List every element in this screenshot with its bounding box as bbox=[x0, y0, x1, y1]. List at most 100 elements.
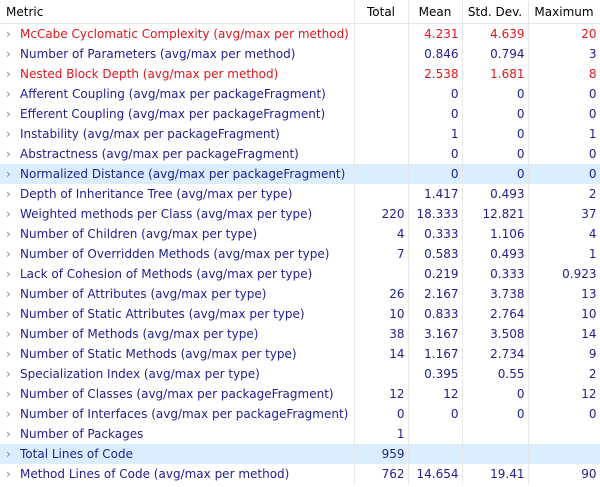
std-dev-cell: 4.639 bbox=[462, 23, 529, 44]
table-row[interactable]: › McCabe Cyclomatic Complexity (avg/max p… bbox=[0, 23, 600, 44]
metric-cell: › Normalized Distance (avg/max per packag… bbox=[0, 164, 355, 184]
total-cell bbox=[354, 264, 409, 284]
column-header-mean[interactable]: Mean bbox=[408, 0, 463, 24]
table-row[interactable]: › Afferent Coupling (avg/max per packageF… bbox=[0, 84, 600, 104]
total-cell bbox=[354, 364, 409, 384]
metric-label: Specialization Index (avg/max per type) bbox=[20, 367, 260, 381]
chevron-right-icon[interactable]: › bbox=[6, 127, 11, 141]
std-dev-cell: 3.508 bbox=[462, 324, 529, 344]
mean-cell: 0 bbox=[408, 84, 463, 104]
table-row[interactable]: › Number of Attributes (avg/max per type)… bbox=[0, 284, 600, 304]
table-row[interactable]: › Depth of Inheritance Tree (avg/max per … bbox=[0, 184, 600, 204]
table-row[interactable]: › Total Lines of Code 959 bbox=[0, 444, 600, 464]
metric-label: Method Lines of Code (avg/max per method… bbox=[20, 467, 290, 481]
mean-cell bbox=[408, 444, 463, 464]
total-cell bbox=[354, 124, 409, 144]
chevron-right-icon[interactable]: › bbox=[6, 287, 11, 301]
mean-cell: 14.654 bbox=[408, 464, 463, 484]
table-row[interactable]: › Number of Packages 1 bbox=[0, 424, 600, 444]
chevron-right-icon[interactable]: › bbox=[6, 47, 11, 61]
chevron-right-icon[interactable]: › bbox=[6, 347, 11, 361]
chevron-right-icon[interactable]: › bbox=[6, 467, 11, 481]
mean-cell: 3.167 bbox=[408, 324, 463, 344]
chevron-right-icon[interactable]: › bbox=[6, 387, 11, 401]
maximum-cell: 3 bbox=[528, 44, 600, 64]
mean-cell: 0.583 bbox=[408, 244, 463, 264]
metric-label: Number of Static Methods (avg/max per ty… bbox=[20, 347, 297, 361]
metric-label: Afferent Coupling (avg/max per packageFr… bbox=[20, 87, 326, 101]
table-row[interactable]: › Weighted methods per Class (avg/max per… bbox=[0, 204, 600, 224]
chevron-right-icon[interactable]: › bbox=[6, 107, 11, 121]
column-header-maximum[interactable]: Maximum bbox=[528, 0, 600, 24]
chevron-right-icon[interactable]: › bbox=[6, 67, 11, 81]
chevron-right-icon[interactable]: › bbox=[6, 207, 11, 221]
metric-label: Instability (avg/max per packageFragment… bbox=[20, 127, 280, 141]
table-row[interactable]: › Number of Parameters (avg/max per metho… bbox=[0, 44, 600, 64]
chevron-right-icon[interactable]: › bbox=[6, 187, 11, 201]
chevron-right-icon[interactable]: › bbox=[6, 147, 11, 161]
total-cell: 1 bbox=[354, 424, 409, 444]
table-row[interactable]: › Number of Children (avg/max per type) 4 0… bbox=[0, 224, 600, 244]
chevron-right-icon[interactable]: › bbox=[6, 247, 11, 261]
mean-cell: 0 bbox=[408, 144, 463, 164]
column-header-std-dev[interactable]: Std. Dev. bbox=[462, 0, 529, 24]
total-cell: 38 bbox=[354, 324, 409, 344]
std-dev-cell: 0.794 bbox=[462, 44, 529, 64]
metric-label: Depth of Inheritance Tree (avg/max per t… bbox=[20, 187, 293, 201]
metric-cell: › Afferent Coupling (avg/max per packageF… bbox=[0, 84, 355, 104]
metric-cell: › Weighted methods per Class (avg/max per… bbox=[0, 204, 355, 224]
metric-cell: › Number of Overridden Methods (avg/max p… bbox=[0, 244, 355, 264]
metric-cell: › Lack of Cohesion of Methods (avg/max pe… bbox=[0, 264, 355, 284]
std-dev-cell: 0 bbox=[462, 144, 529, 164]
metric-cell: › Number of Static Attributes (avg/max pe… bbox=[0, 304, 355, 324]
chevron-right-icon[interactable]: › bbox=[6, 27, 11, 41]
maximum-cell: 1 bbox=[528, 124, 600, 144]
maximum-cell: 1 bbox=[528, 244, 600, 264]
maximum-cell: 13 bbox=[528, 284, 600, 304]
chevron-right-icon[interactable]: › bbox=[6, 267, 11, 281]
table-row[interactable]: › Nested Block Depth (avg/max per method)… bbox=[0, 64, 600, 84]
table-row[interactable]: › Specialization Index (avg/max per type)… bbox=[0, 364, 600, 384]
std-dev-cell: 0.333 bbox=[462, 264, 529, 284]
maximum-cell: 2 bbox=[528, 184, 600, 204]
table-row[interactable]: › Efferent Coupling (avg/max per packageF… bbox=[0, 104, 600, 124]
chevron-right-icon[interactable]: › bbox=[6, 87, 11, 101]
table-row[interactable]: › Number of Static Attributes (avg/max pe… bbox=[0, 304, 600, 324]
column-header-total[interactable]: Total bbox=[354, 0, 409, 24]
mean-cell: 4.231 bbox=[408, 23, 463, 44]
total-cell: 12 bbox=[354, 384, 409, 404]
mean-cell: 2.538 bbox=[408, 64, 463, 84]
table-row[interactable]: › Number of Overridden Methods (avg/max p… bbox=[0, 244, 600, 264]
column-header-metric[interactable]: Metric bbox=[0, 0, 355, 24]
chevron-right-icon[interactable]: › bbox=[6, 327, 11, 341]
std-dev-cell: 3.738 bbox=[462, 284, 529, 304]
metric-cell: › Number of Classes (avg/max per packageF… bbox=[0, 384, 355, 404]
table-row[interactable]: › Lack of Cohesion of Methods (avg/max pe… bbox=[0, 264, 600, 284]
chevron-right-icon[interactable]: › bbox=[6, 307, 11, 321]
chevron-right-icon[interactable]: › bbox=[6, 167, 11, 181]
table-row[interactable]: › Number of Classes (avg/max per packageF… bbox=[0, 384, 600, 404]
total-cell: 959 bbox=[354, 444, 409, 464]
chevron-right-icon[interactable]: › bbox=[6, 227, 11, 241]
maximum-cell bbox=[528, 444, 600, 464]
table-row[interactable]: › Method Lines of Code (avg/max per metho… bbox=[0, 464, 600, 484]
table-row[interactable]: › Number of Methods (avg/max per type) 38 3… bbox=[0, 324, 600, 344]
table-row[interactable]: › Abstractness (avg/max per packageFragme… bbox=[0, 144, 600, 164]
metric-label: Number of Overridden Methods (avg/max pe… bbox=[20, 247, 330, 261]
maximum-cell: 0.923 bbox=[528, 264, 600, 284]
chevron-right-icon[interactable]: › bbox=[6, 447, 11, 461]
chevron-right-icon[interactable]: › bbox=[6, 427, 11, 441]
metric-label: Number of Methods (avg/max per type) bbox=[20, 327, 259, 341]
total-cell bbox=[354, 64, 409, 84]
chevron-right-icon[interactable]: › bbox=[6, 407, 11, 421]
table-row[interactable]: › Number of Interfaces (avg/max per packa… bbox=[0, 404, 600, 424]
mean-cell: 0 bbox=[408, 104, 463, 124]
table-row[interactable]: › Instability (avg/max per packageFragmen… bbox=[0, 124, 600, 144]
chevron-right-icon[interactable]: › bbox=[6, 367, 11, 381]
table-row[interactable]: › Normalized Distance (avg/max per packag… bbox=[0, 164, 600, 184]
metric-cell: › Efferent Coupling (avg/max per packageF… bbox=[0, 104, 355, 124]
metric-label: Weighted methods per Class (avg/max per … bbox=[20, 207, 313, 221]
metric-cell: › Number of Packages bbox=[0, 424, 355, 444]
metric-label: Number of Static Attributes (avg/max per… bbox=[20, 307, 305, 321]
table-row[interactable]: › Number of Static Methods (avg/max per t… bbox=[0, 344, 600, 364]
